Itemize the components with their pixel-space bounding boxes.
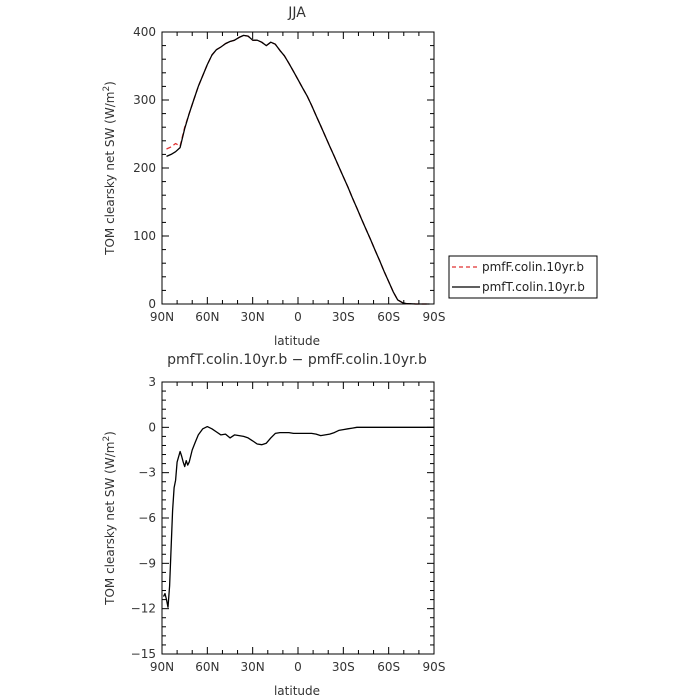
bottom-ytick-label: 0	[148, 420, 156, 434]
bottom-series-line-0	[162, 425, 434, 608]
bottom-chart: pmfT.colin.10yr.b − pmfF.colin.10yr.b 30…	[102, 352, 445, 698]
top-chart-title: JJA	[287, 5, 306, 21]
legend-box	[448, 255, 598, 299]
bottom-xtick-label: 60S	[377, 660, 400, 674]
bottom-ytick-label: −3	[138, 466, 156, 480]
legend: pmfF.colin.10yr.b pmfT.colin.10yr.b	[448, 255, 598, 299]
top-y-ticks: 0 100 200 300 400	[133, 25, 434, 311]
bottom-xtick-label: 0	[294, 660, 302, 674]
bottom-ytick-label: −12	[131, 602, 156, 616]
top-plot-frame	[161, 31, 435, 305]
bottom-y-ticks: 3 0 −3 −6 −9 −12 −15	[131, 375, 434, 661]
top-x-ticks: 90N 60N 30N 0 30S 60S 90S	[150, 32, 446, 324]
top-ytick-label: 200	[133, 161, 156, 175]
bottom-x-ticks: 90N 60N 30N 0 30S 60S 90S	[150, 382, 446, 674]
legend-label-pmfF: pmfF.colin.10yr.b	[482, 260, 584, 274]
top-xtick-label: 90N	[150, 310, 174, 324]
top-ytick-label: 100	[133, 229, 156, 243]
bottom-y-axis-label: TOM clearsky net SW (W/m2)	[102, 431, 117, 606]
top-xtick-label: 30S	[332, 310, 355, 324]
bottom-xtick-label: 30S	[332, 660, 355, 674]
top-ytick-label: 400	[133, 25, 156, 39]
top-chart: JJA 0 100 200 300 400 90N 60N 30N 0 30S 60S 90S la…	[102, 5, 445, 348]
bottom-ytick-label: 3	[148, 375, 156, 389]
top-y-axis-label: TOM clearsky net SW (W/m2)	[102, 81, 117, 256]
top-xtick-label: 0	[294, 310, 302, 324]
bottom-ytick-label: −6	[138, 511, 156, 525]
bottom-xtick-label: 60N	[195, 660, 219, 674]
bottom-chart-title: pmfT.colin.10yr.b − pmfF.colin.10yr.b	[167, 352, 427, 368]
top-x-axis-label: latitude	[274, 334, 320, 348]
top-ytick-label: 300	[133, 93, 156, 107]
bottom-ytick-label: −9	[138, 556, 156, 570]
top-series-line-0	[166, 34, 430, 305]
top-series-lines	[166, 34, 430, 305]
bottom-xtick-label: 90N	[150, 660, 174, 674]
top-xtick-label: 30N	[241, 310, 265, 324]
bottom-x-axis-label: latitude	[274, 684, 320, 698]
top-ytick-label: 0	[148, 297, 156, 311]
legend-label-pmfT: pmfT.colin.10yr.b	[482, 280, 585, 294]
bottom-ytick-label: −15	[131, 647, 156, 661]
bottom-series-lines	[162, 425, 434, 608]
top-series-line-1	[166, 34, 430, 305]
bottom-xtick-label: 30N	[241, 660, 265, 674]
top-xtick-label: 60N	[195, 310, 219, 324]
top-xtick-label: 90S	[423, 310, 446, 324]
bottom-xtick-label: 90S	[423, 660, 446, 674]
bottom-plot-frame	[161, 381, 435, 655]
top-xtick-label: 60S	[377, 310, 400, 324]
